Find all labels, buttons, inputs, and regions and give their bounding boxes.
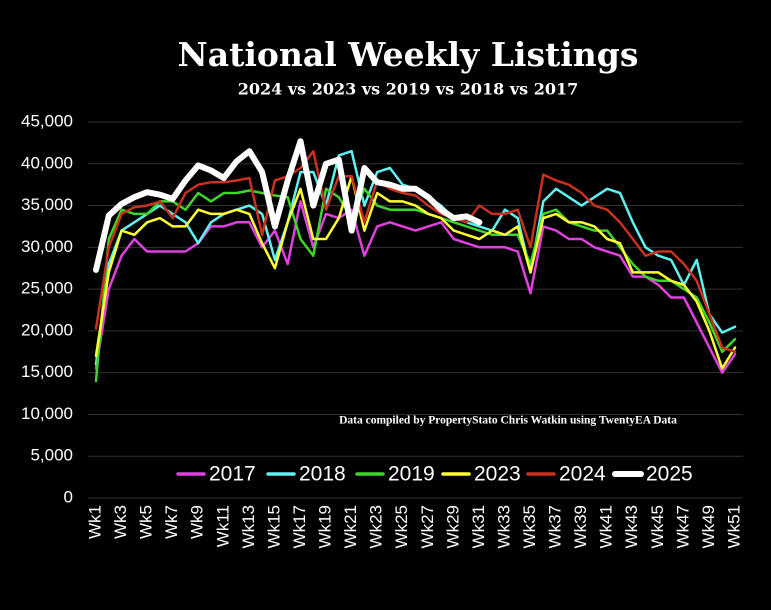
y-tick-label: 35,000	[21, 195, 73, 214]
x-tick-label: Wk43	[622, 505, 641, 548]
x-tick-label: Wk37	[546, 505, 565, 548]
x-tick-label: Wk9	[188, 505, 207, 539]
x-tick-label: Wk47	[673, 505, 692, 548]
x-tick-label: Wk31	[469, 505, 488, 548]
y-tick-label: 10,000	[21, 404, 73, 423]
legend-label: 2024	[559, 463, 606, 486]
legend-label: 2017	[209, 463, 256, 486]
y-tick-label: 25,000	[21, 279, 73, 298]
x-tick-label: Wk3	[111, 505, 130, 539]
x-tick-label: Wk35	[520, 505, 539, 548]
series-line	[94, 200, 737, 374]
x-tick-label: Wk23	[367, 505, 386, 548]
x-tick-label: Wk11	[213, 505, 232, 547]
x-tick-label: Wk41	[597, 505, 616, 548]
x-tick-label: Wk51	[724, 505, 743, 548]
series-line	[94, 187, 737, 383]
annotation: Data compiled by PropertyStato Chris Wat…	[339, 415, 677, 427]
y-tick-label: 5,000	[30, 446, 73, 465]
x-tick-label: Wk7	[162, 505, 181, 539]
legend-label: 2018	[299, 463, 346, 486]
x-tick-label: Wk13	[239, 505, 258, 548]
y-tick-label: 45,000	[21, 111, 73, 130]
x-tick-label: Wk1	[85, 505, 104, 539]
x-tick-label: Wk17	[290, 505, 309, 548]
series-line	[94, 149, 737, 354]
x-tick-label: Wk45	[648, 505, 667, 548]
x-tick-label: Wk19	[316, 505, 335, 548]
y-tick-label: 40,000	[21, 153, 73, 172]
x-tick-label: Wk21	[341, 505, 360, 548]
x-tick-label: Wk5	[137, 505, 156, 539]
series-line	[94, 149, 737, 366]
y-tick-label: 30,000	[21, 237, 73, 256]
legend-label: 2019	[388, 463, 435, 486]
x-tick-label: Wk33	[494, 505, 513, 548]
chart-subtitle: 2024 vs 2023 vs 2019 vs 2018 vs 2017	[238, 80, 578, 99]
chart-title: National Weekly Listings	[178, 35, 639, 74]
x-tick-label: Wk29	[443, 505, 462, 548]
x-tick-label: Wk49	[699, 505, 718, 548]
series-line	[94, 175, 737, 370]
legend-label: 2025	[646, 463, 693, 486]
y-tick-label: 15,000	[21, 362, 73, 381]
y-tick-label: 0	[64, 487, 73, 506]
y-tick-label: 20,000	[21, 320, 73, 339]
x-tick-label: Wk27	[418, 505, 437, 548]
x-tick-label: Wk15	[264, 505, 283, 548]
series-line	[93, 138, 483, 273]
x-tick-label: Wk39	[571, 505, 590, 548]
legend-label: 2023	[474, 463, 521, 486]
x-tick-label: Wk25	[392, 505, 411, 548]
